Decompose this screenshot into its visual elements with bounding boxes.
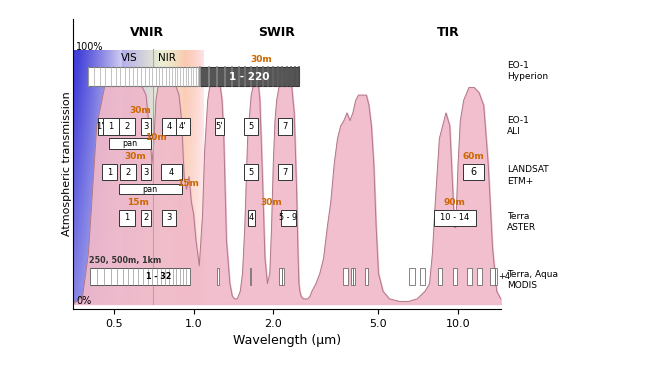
Bar xyxy=(120,164,136,180)
Text: 4': 4' xyxy=(179,122,186,131)
Y-axis label: Atmospheric transmission: Atmospheric transmission xyxy=(61,92,71,236)
Bar xyxy=(110,138,151,149)
Bar xyxy=(119,118,135,135)
Text: 15m: 15m xyxy=(177,179,199,188)
Text: 5: 5 xyxy=(248,122,254,131)
Text: LANDSAT
ETM+: LANDSAT ETM+ xyxy=(507,165,548,186)
Text: 5': 5' xyxy=(216,122,223,131)
Bar xyxy=(420,268,425,285)
Text: 2: 2 xyxy=(143,213,148,223)
Bar xyxy=(102,164,118,180)
Bar xyxy=(141,118,151,135)
Bar xyxy=(214,118,224,135)
Text: 30m: 30m xyxy=(261,198,283,207)
Bar xyxy=(343,268,348,285)
Text: 1: 1 xyxy=(108,122,114,131)
Text: 6: 6 xyxy=(470,167,476,177)
Bar xyxy=(434,210,476,226)
Bar xyxy=(162,210,176,226)
Bar xyxy=(282,268,285,285)
Bar xyxy=(88,67,200,86)
Text: 10m: 10m xyxy=(145,133,167,142)
Bar xyxy=(351,268,353,285)
Text: 30m: 30m xyxy=(130,106,152,115)
Bar xyxy=(495,268,498,285)
Text: 4: 4 xyxy=(248,213,254,223)
Text: 1 - 32: 1 - 32 xyxy=(146,272,172,281)
Bar xyxy=(365,268,367,285)
Text: 7: 7 xyxy=(282,122,287,131)
Text: 5 - 9: 5 - 9 xyxy=(279,213,297,223)
Text: 2: 2 xyxy=(125,168,130,177)
Bar xyxy=(98,118,103,135)
Bar xyxy=(462,164,484,180)
Text: Terra
ASTER: Terra ASTER xyxy=(507,212,536,232)
Text: pan: pan xyxy=(142,185,158,194)
Text: 1: 1 xyxy=(107,168,112,177)
Bar xyxy=(477,268,482,285)
Text: 1: 1 xyxy=(124,213,130,223)
Bar xyxy=(250,268,251,285)
Text: SWIR: SWIR xyxy=(258,26,295,39)
Text: EO-1
Hyperion: EO-1 Hyperion xyxy=(507,61,548,81)
Bar xyxy=(160,164,182,180)
Text: 1 - 220: 1 - 220 xyxy=(229,72,270,82)
Text: EO-1
ALI: EO-1 ALI xyxy=(507,116,529,136)
Bar xyxy=(141,164,151,180)
Text: 4: 4 xyxy=(168,168,174,177)
Bar xyxy=(353,268,355,285)
Text: pan: pan xyxy=(123,139,138,148)
Text: 90m: 90m xyxy=(444,198,466,207)
Bar xyxy=(244,118,258,135)
Text: 3: 3 xyxy=(166,213,172,223)
Bar xyxy=(90,268,190,285)
Bar xyxy=(279,268,282,285)
Text: TIR: TIR xyxy=(437,26,460,39)
Bar xyxy=(438,268,442,285)
Text: 5: 5 xyxy=(248,168,254,177)
Bar xyxy=(176,118,190,135)
Text: 100%: 100% xyxy=(76,42,104,52)
Bar xyxy=(244,164,258,180)
Text: NIR: NIR xyxy=(158,53,176,63)
Text: 250, 500m, 1km: 250, 500m, 1km xyxy=(89,256,161,265)
Text: 10 - 14: 10 - 14 xyxy=(440,213,470,223)
Bar xyxy=(490,268,495,285)
Bar xyxy=(278,118,292,135)
Text: 7: 7 xyxy=(282,168,287,177)
Text: 3: 3 xyxy=(143,168,148,177)
Bar xyxy=(162,118,176,135)
Text: Terra, Aqua
MODIS: Terra, Aqua MODIS xyxy=(507,270,558,290)
Text: VIS: VIS xyxy=(121,53,138,63)
Text: VNIR: VNIR xyxy=(130,26,164,39)
Text: 4: 4 xyxy=(166,122,172,131)
Text: 30m: 30m xyxy=(250,55,273,64)
Bar xyxy=(248,210,255,226)
Bar xyxy=(141,210,151,226)
Text: 30m: 30m xyxy=(124,152,146,161)
Bar xyxy=(453,268,457,285)
Bar xyxy=(119,184,182,194)
Text: 60m: 60m xyxy=(462,152,484,161)
Bar xyxy=(278,164,292,180)
Text: 3: 3 xyxy=(143,122,148,131)
Text: +4: +4 xyxy=(498,272,510,281)
Bar xyxy=(409,268,415,285)
Text: 0%: 0% xyxy=(76,296,92,306)
Text: 2: 2 xyxy=(124,122,130,131)
Bar xyxy=(200,67,299,86)
Bar xyxy=(281,210,296,226)
Bar xyxy=(119,210,135,226)
Bar xyxy=(103,118,119,135)
Bar xyxy=(218,268,219,285)
Bar xyxy=(467,268,472,285)
X-axis label: Wavelength (μm): Wavelength (μm) xyxy=(233,334,341,347)
Text: 15m: 15m xyxy=(127,198,149,207)
Text: 1': 1' xyxy=(96,122,104,131)
